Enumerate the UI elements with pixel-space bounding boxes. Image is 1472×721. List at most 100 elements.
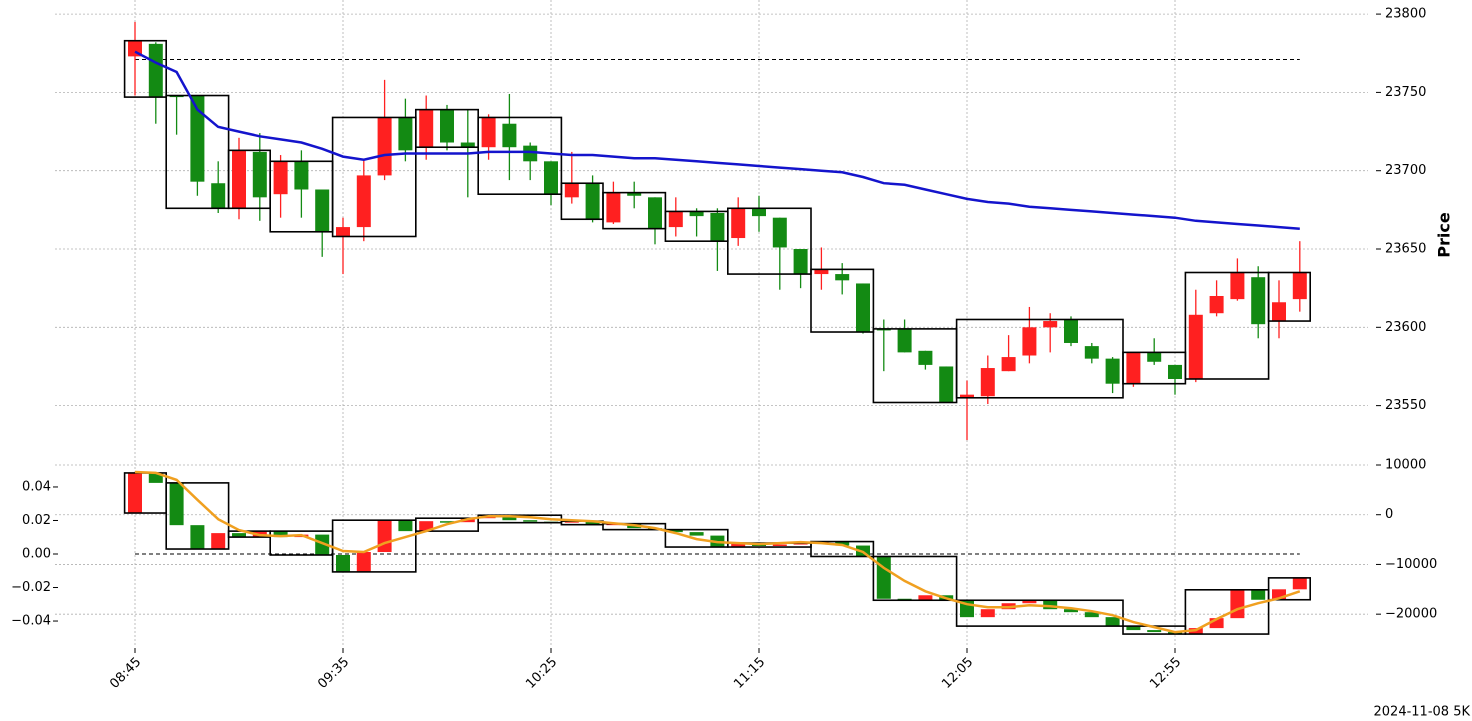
y-tick-label: −20000 <box>1385 607 1437 622</box>
candle-body <box>980 609 995 618</box>
y-tick-label: 23600 <box>1385 320 1426 335</box>
candle-body <box>377 117 392 176</box>
candle-body <box>939 366 954 403</box>
x-tick-label: 12:05 <box>939 655 976 692</box>
candle-body <box>876 556 891 599</box>
candle-body <box>1043 321 1058 328</box>
candle-body <box>544 161 558 195</box>
candle-body <box>1147 352 1162 362</box>
candle-body <box>128 472 142 514</box>
candle-body <box>1064 319 1078 343</box>
candle-body <box>148 43 163 98</box>
candle-body <box>856 283 870 333</box>
candle-body <box>627 192 642 196</box>
average-line <box>134 470 1301 634</box>
candle-body <box>1292 577 1307 590</box>
candle-body <box>211 533 226 550</box>
candle-body <box>668 529 683 533</box>
candle-body <box>523 145 538 162</box>
y-axis-label: Price <box>1435 212 1454 258</box>
candle-body <box>1105 358 1120 384</box>
y2-tick-label: 0.04 <box>22 479 51 494</box>
candle-body <box>336 227 350 237</box>
candle-body <box>731 208 746 239</box>
candle-body <box>169 482 184 526</box>
candle-body <box>1230 589 1245 619</box>
candle-body <box>440 109 454 143</box>
candle-body <box>419 109 434 148</box>
range-box <box>123 39 167 98</box>
y2-tick-label: −0.02 <box>11 580 51 595</box>
range-box <box>602 522 667 531</box>
range-box <box>1267 577 1311 601</box>
y-tick-label: 23550 <box>1385 398 1426 413</box>
candle-body <box>419 521 434 532</box>
candle-body <box>1251 589 1266 600</box>
candle-body <box>1209 618 1224 629</box>
x-tick-label: 08:45 <box>107 655 144 692</box>
candle-body <box>1147 630 1162 633</box>
y-tick-label: 23650 <box>1385 242 1426 257</box>
range-box <box>726 207 812 275</box>
candle-body <box>980 368 995 397</box>
y2-tick-label: −0.04 <box>11 614 51 629</box>
candle-body <box>752 208 766 217</box>
candle-body <box>377 520 392 553</box>
candle-body <box>315 534 330 555</box>
candle-body <box>1022 600 1037 604</box>
candle-body <box>835 541 850 546</box>
candle-body <box>1292 272 1307 300</box>
candle-body <box>502 123 517 148</box>
range-box <box>664 528 729 548</box>
y-tick-label: 0 <box>1385 507 1393 522</box>
candle-body <box>1126 352 1141 384</box>
candle-body <box>294 161 309 190</box>
candle-body <box>315 189 330 232</box>
candle-body <box>1188 314 1203 379</box>
candle-body <box>273 531 288 538</box>
candle-body <box>1209 295 1224 314</box>
candle-body <box>1272 589 1286 600</box>
candle-body <box>689 532 704 536</box>
average-line <box>134 50 1300 230</box>
y-tick-label: 10000 <box>1385 457 1426 472</box>
candle-body <box>356 552 371 572</box>
x-tick-label: 09:35 <box>315 655 352 692</box>
candle-body <box>1043 600 1058 610</box>
y-tick-label: 23750 <box>1385 85 1426 100</box>
y-tick-label: −10000 <box>1385 557 1437 572</box>
candle-body <box>398 117 413 151</box>
range-box <box>872 555 958 602</box>
y2-tick-label: 0.00 <box>22 547 51 562</box>
y2-tick-label: 0.02 <box>22 513 51 528</box>
candle-body <box>585 521 600 525</box>
range-box <box>331 116 417 238</box>
candle-body <box>148 472 163 483</box>
candle-body <box>1084 346 1099 359</box>
candle-body <box>668 211 683 228</box>
candle-body <box>440 521 454 523</box>
candle-body <box>689 211 704 217</box>
x-tick-label: 12:55 <box>1147 655 1184 692</box>
candle-body <box>1168 364 1182 379</box>
y-tick-label: 23800 <box>1385 7 1426 22</box>
range-box <box>477 116 563 195</box>
range-box <box>810 540 875 558</box>
footnote: 2024-11-08 5K <box>1374 705 1471 720</box>
candle-body <box>648 197 662 229</box>
candle-body <box>523 520 538 522</box>
candle-body <box>398 520 413 532</box>
candle-body <box>1126 626 1141 631</box>
candle-body <box>502 515 517 521</box>
range-box <box>1267 271 1311 322</box>
candle-body <box>918 595 933 601</box>
candle-body <box>772 544 787 547</box>
candle-body <box>1230 272 1245 300</box>
range-box <box>955 599 1124 627</box>
candle-body <box>252 151 267 198</box>
y-tick-label: 23700 <box>1385 163 1426 178</box>
candle-body <box>897 328 912 353</box>
candle-body <box>1084 612 1099 618</box>
candle-body <box>1251 277 1266 325</box>
